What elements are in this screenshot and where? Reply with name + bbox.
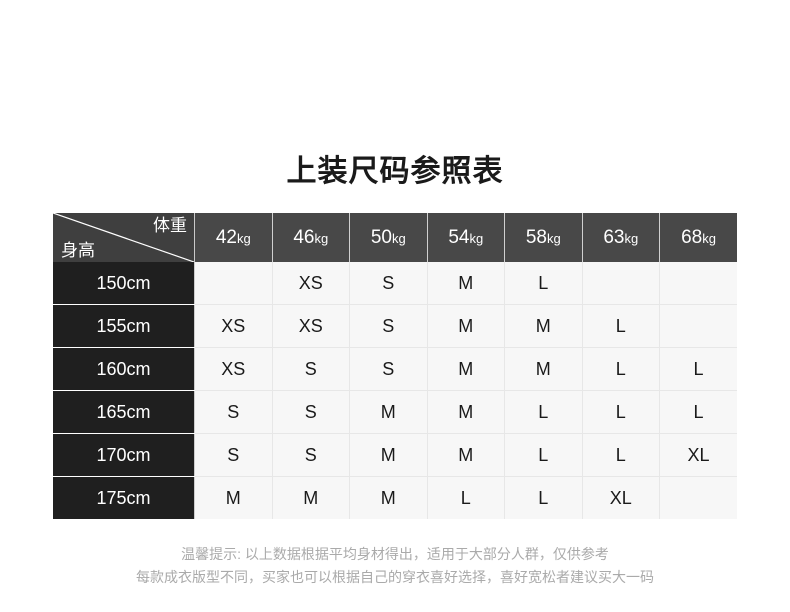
size-cell: S (349, 304, 428, 348)
size-cell: M (272, 476, 350, 519)
size-cell: S (272, 433, 350, 477)
size-cell (659, 476, 737, 519)
weight-unit: kg (546, 230, 561, 246)
size-cell: XS (194, 347, 273, 391)
size-cell: M (349, 390, 428, 434)
size-cell: S (194, 433, 273, 477)
size-cell: M (427, 433, 505, 477)
table-row: 160cm XS S S M M L L (53, 347, 737, 391)
corner-weight-label: 体重 (153, 216, 187, 235)
size-cell: L (582, 433, 660, 477)
weight-value: 54 (448, 226, 470, 248)
size-cell (659, 262, 737, 305)
weight-unit: kg (314, 230, 329, 246)
table-row: 170cm S S M M L L XL (53, 433, 737, 477)
height-row-header: 160cm (53, 347, 195, 391)
size-cell: M (504, 347, 583, 391)
height-row-header: 165cm (53, 390, 195, 434)
corner-height-label: 身高 (61, 241, 95, 260)
page-title: 上装尺码参照表 (286, 155, 504, 188)
table-row: 165cm S S M M L L L (53, 390, 737, 434)
size-cell: S (272, 390, 350, 434)
size-cell: L (659, 347, 737, 391)
table-row: 150cm XS S M L (53, 262, 737, 305)
weight-column-header: 54kg (427, 213, 505, 262)
size-cell: XS (194, 304, 273, 348)
weight-column-header: 68kg (659, 213, 737, 262)
size-cell: S (349, 262, 428, 305)
size-cell: XL (582, 476, 660, 519)
weight-value: 63 (603, 226, 625, 248)
size-cell: XL (659, 433, 737, 477)
size-cell: L (582, 347, 660, 391)
table-body: 150cm XS S M L 155cm XS XS S M M L 160cm (53, 262, 737, 519)
corner-header-cell: 体重 身高 (53, 213, 195, 262)
size-cell: S (194, 390, 273, 434)
size-cell: L (582, 304, 660, 348)
size-reference-table: 体重 身高 42kg 46kg 50kg 54kg 58kg 63kg 68kg… (53, 213, 737, 519)
height-row-header: 170cm (53, 433, 195, 477)
size-cell: M (504, 304, 583, 348)
note-line-2: 每款成衣版型不同，买家也可以根据自己的穿衣喜好选择，喜好宽松者建议买大一码 (136, 569, 654, 585)
table-header-row: 体重 身高 42kg 46kg 50kg 54kg 58kg 63kg 68kg (53, 213, 737, 262)
size-cell: M (349, 476, 428, 519)
table-row: 175cm M M M L L XL (53, 476, 737, 519)
size-cell: M (194, 476, 273, 519)
size-cell: XS (272, 262, 350, 305)
weight-unit: kg (391, 230, 406, 246)
size-cell: S (349, 347, 428, 391)
size-cell: M (427, 390, 505, 434)
size-cell: M (427, 262, 505, 305)
weight-column-header: 42kg (194, 213, 273, 262)
size-cell: L (659, 390, 737, 434)
size-cell: M (427, 304, 505, 348)
weight-unit: kg (236, 230, 251, 246)
size-cell: L (504, 390, 583, 434)
weight-value: 42 (215, 226, 237, 248)
table-row: 155cm XS XS S M M L (53, 304, 737, 348)
size-cell: XS (272, 304, 350, 348)
weight-column-header: 50kg (349, 213, 428, 262)
weight-unit: kg (624, 230, 639, 246)
footer-notes: 温馨提示: 以上数据根据平均身材得出，适用于大部分人群，仅供参考 每款成衣版型不… (0, 543, 790, 589)
size-cell: M (427, 347, 505, 391)
note-line-1: 温馨提示: 以上数据根据平均身材得出，适用于大部分人群，仅供参考 (181, 546, 609, 562)
weight-value: 68 (681, 226, 703, 248)
size-cell: L (504, 433, 583, 477)
size-cell: L (427, 476, 505, 519)
height-row-header: 150cm (53, 262, 195, 305)
size-cell: M (349, 433, 428, 477)
weight-column-header: 63kg (582, 213, 660, 262)
weight-value: 58 (525, 226, 547, 248)
weight-unit: kg (702, 230, 716, 246)
size-cell: L (504, 262, 583, 305)
size-cell (582, 262, 660, 305)
size-cell (659, 304, 737, 348)
weight-value: 46 (293, 226, 315, 248)
height-row-header: 155cm (53, 304, 195, 348)
weight-column-header: 46kg (272, 213, 350, 262)
weight-column-header: 58kg (504, 213, 583, 262)
weight-value: 50 (370, 226, 392, 248)
size-cell: S (272, 347, 350, 391)
height-row-header: 175cm (53, 476, 195, 519)
size-cell: L (582, 390, 660, 434)
size-cell: L (504, 476, 583, 519)
table-header: 体重 身高 42kg 46kg 50kg 54kg 58kg 63kg 68kg (53, 213, 737, 262)
weight-unit: kg (469, 230, 484, 246)
size-cell (194, 262, 273, 305)
